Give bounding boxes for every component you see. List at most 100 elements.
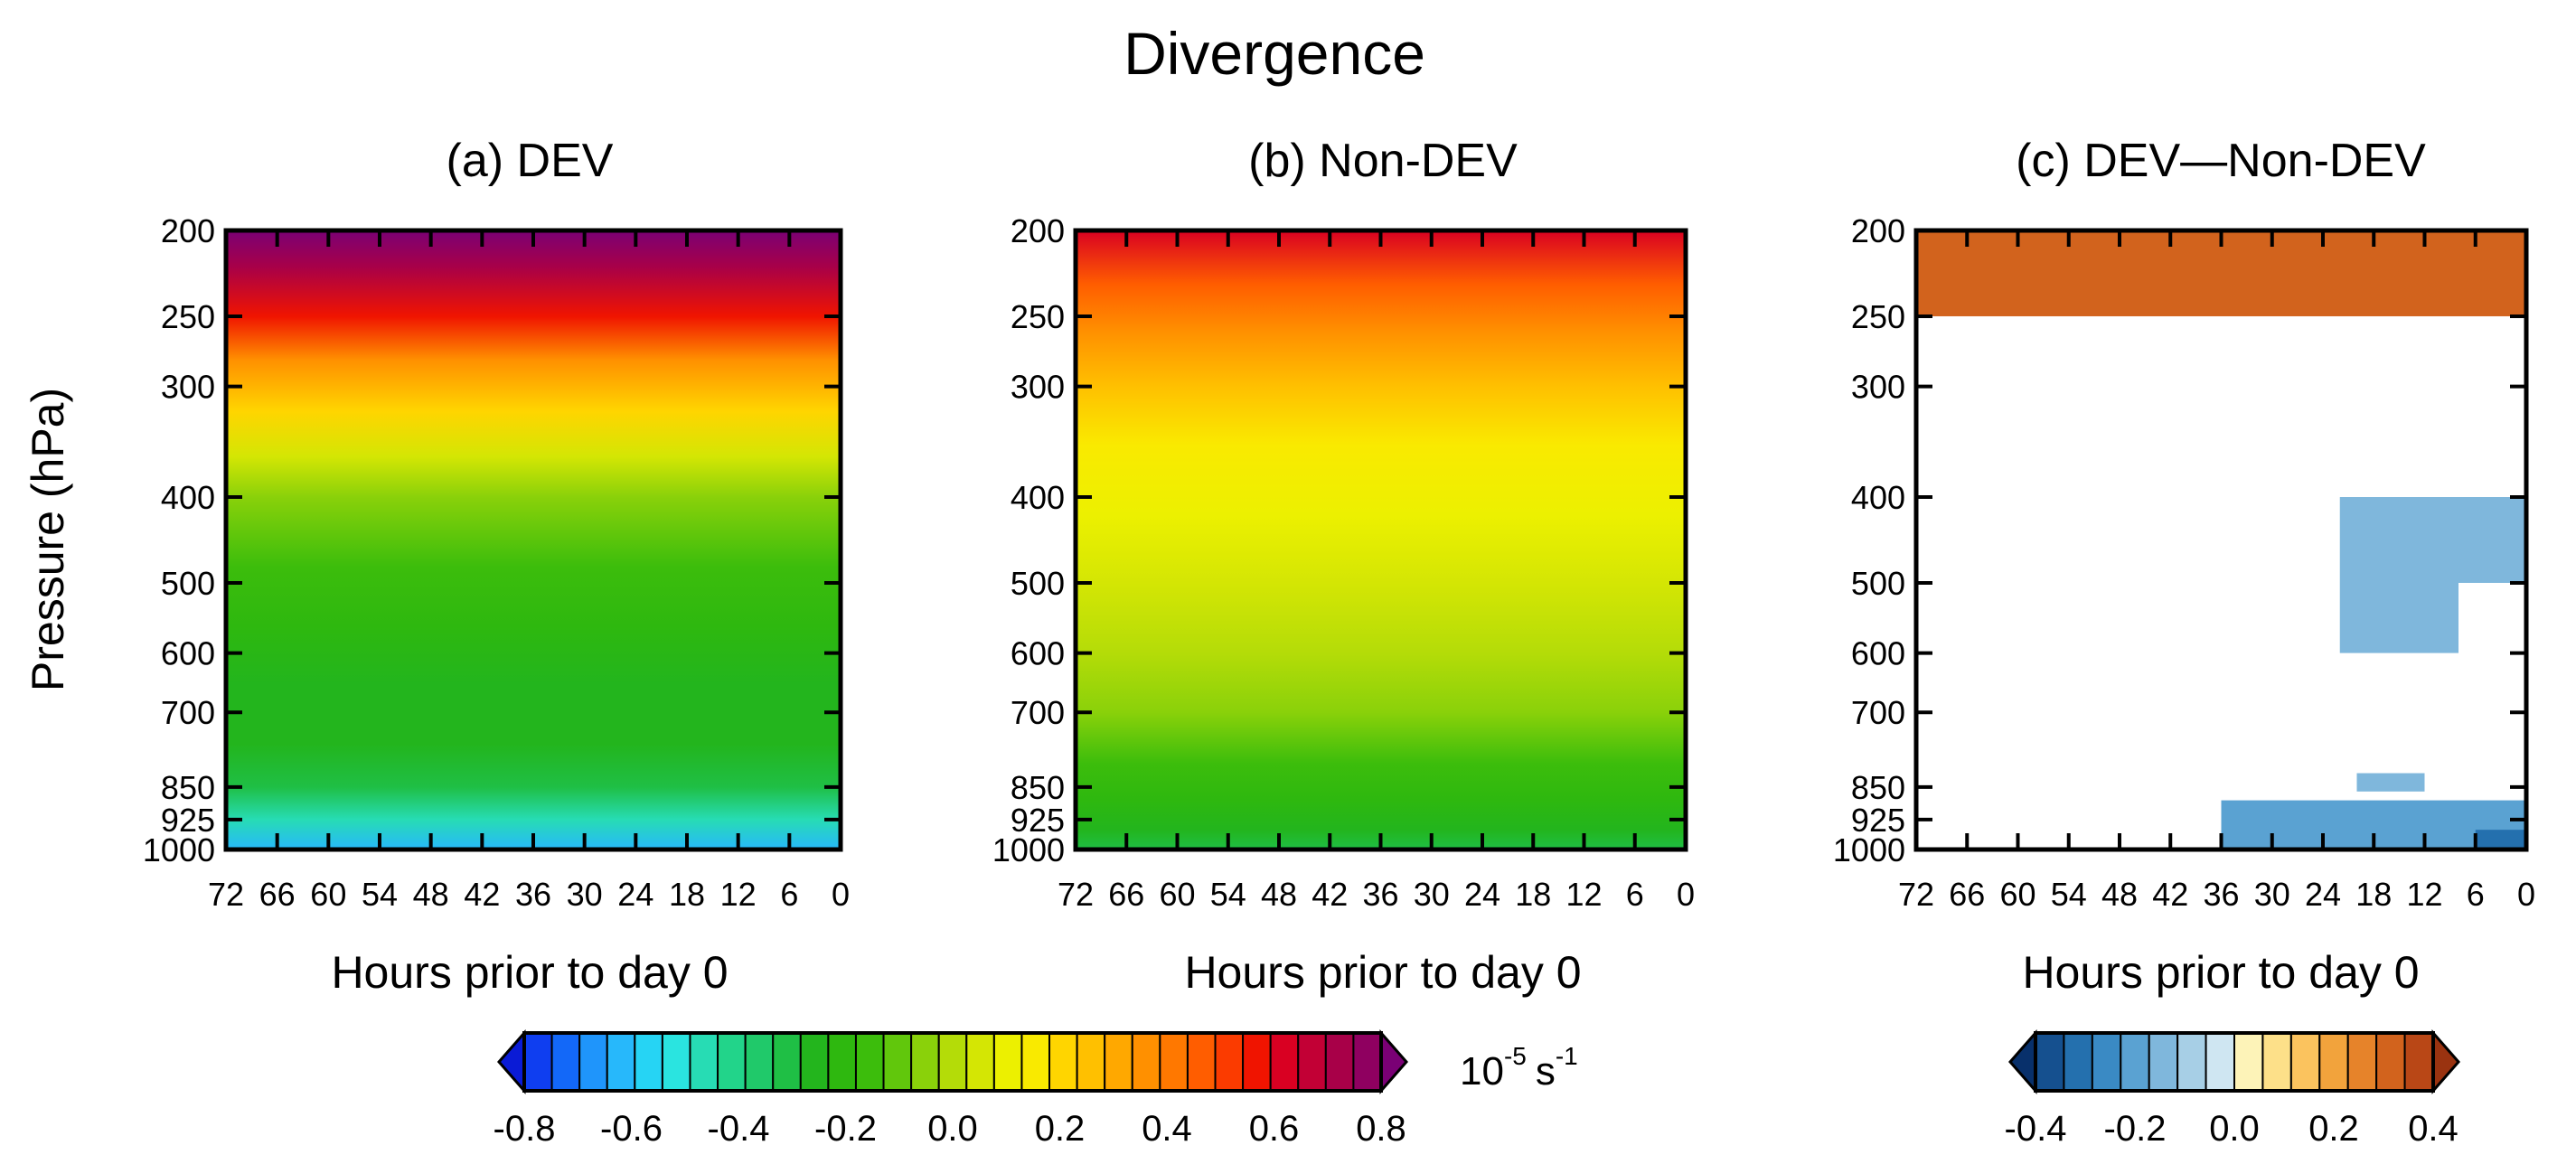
x-tick-label: 30 bbox=[567, 876, 603, 913]
figure-title: Divergence bbox=[1123, 20, 1425, 87]
region-low-negative-a bbox=[2356, 773, 2425, 792]
colorbar-swatch bbox=[634, 1032, 663, 1092]
colorbar-high-extension bbox=[2431, 1029, 2460, 1094]
y-tick-label: 500 bbox=[161, 565, 215, 602]
colorbar-swatch bbox=[2318, 1032, 2349, 1092]
x-tick-label: 54 bbox=[362, 876, 398, 913]
colorbar-frame bbox=[2034, 1031, 2435, 1093]
y-tick-label: 250 bbox=[161, 298, 215, 335]
x-tick-label: 48 bbox=[413, 876, 449, 913]
x-tick-label: 48 bbox=[1261, 876, 1297, 913]
colorbar-swatch bbox=[2205, 1032, 2236, 1092]
x-tick-label: 30 bbox=[1414, 876, 1450, 913]
panel-b-x-axis-label: Hours prior to day 0 bbox=[1184, 947, 1581, 998]
y-tick-label: 850 bbox=[1011, 769, 1065, 806]
panel-a-x-axis-label: Hours prior to day 0 bbox=[331, 947, 728, 998]
x-tick-label: 42 bbox=[2152, 876, 2188, 913]
colorbar-swatch bbox=[2261, 1032, 2292, 1092]
units-base: 10 bbox=[1460, 1049, 1504, 1094]
colorbar-swatch bbox=[1214, 1032, 1245, 1092]
x-tick-label: 24 bbox=[1464, 876, 1500, 913]
panel-a-title: (a) DEV bbox=[447, 135, 614, 187]
y-tick-label: 600 bbox=[1851, 635, 1905, 672]
y-tick-label: 925 bbox=[1851, 802, 1905, 839]
colorbar-swatch bbox=[799, 1032, 830, 1092]
y-tick-label: 925 bbox=[161, 802, 215, 839]
y-tick-label: 1000 bbox=[1833, 831, 1905, 868]
x-tick-label: 60 bbox=[310, 876, 346, 913]
colorbar-tick-label: -0.8 bbox=[494, 1109, 556, 1149]
colorbar-tick-label: -0.2 bbox=[2104, 1109, 2167, 1149]
difference-colorbar: -0.4 -0.2 0.0 0.2 0.4 bbox=[2005, 1029, 2460, 1149]
colorbar-swatch bbox=[992, 1032, 1023, 1092]
colorbar-swatch bbox=[661, 1032, 691, 1092]
x-tick-label: 66 bbox=[1949, 876, 1985, 913]
x-tick-label: 18 bbox=[1515, 876, 1551, 913]
y-tick-label: 700 bbox=[161, 694, 215, 731]
y-tick-label: 500 bbox=[1011, 565, 1065, 602]
panel-b-title: (b) Non-DEV bbox=[1248, 135, 1518, 187]
units-exponent-2: -1 bbox=[1556, 1042, 1578, 1070]
y-tick-label: 250 bbox=[1851, 298, 1905, 335]
y-tick-label: 400 bbox=[161, 479, 215, 516]
colorbar-swatch bbox=[910, 1032, 940, 1092]
x-tick-label: 30 bbox=[2254, 876, 2290, 913]
colorbar-swatch bbox=[882, 1032, 913, 1092]
colorbar-swatch bbox=[1131, 1032, 1161, 1092]
y-tick-label: 925 bbox=[1011, 802, 1065, 839]
x-tick-label: 18 bbox=[2355, 876, 2392, 913]
y-tick-label: 400 bbox=[1851, 479, 1905, 516]
colorbar-high-extension bbox=[1379, 1029, 1408, 1094]
colorbar-swatch bbox=[2091, 1032, 2122, 1092]
panel-c-x-axis-label: Hours prior to day 0 bbox=[2022, 947, 2419, 998]
colorbar-swatch bbox=[854, 1032, 885, 1092]
colorbar-swatch bbox=[2148, 1032, 2179, 1092]
colorbar-tick-label: -0.4 bbox=[708, 1109, 770, 1149]
x-tick-label: 6 bbox=[780, 876, 798, 913]
colorbar-swatch bbox=[1159, 1032, 1189, 1092]
x-tick-label: 60 bbox=[1159, 876, 1195, 913]
y-tick-label: 850 bbox=[161, 769, 215, 806]
x-tick-label: 36 bbox=[515, 876, 551, 913]
y-axis-label: Pressure (hPa) bbox=[23, 388, 73, 691]
x-tick-label: 48 bbox=[2101, 876, 2138, 913]
x-tick-label: 0 bbox=[1677, 876, 1695, 913]
colorbar-swatch bbox=[937, 1032, 968, 1092]
main-colorbar: -0.8 -0.6 -0.4 -0.2 0.0 0.2 0.4 0.6 0.8 bbox=[494, 1029, 1408, 1149]
y-tick-label: 850 bbox=[1851, 769, 1905, 806]
colorbar-tick-label: 0.4 bbox=[1142, 1109, 1192, 1149]
colorbar-swatch bbox=[1048, 1032, 1078, 1092]
y-tick-label: 300 bbox=[1011, 369, 1065, 406]
colorbar-tick-label: 0.6 bbox=[1249, 1109, 1300, 1149]
colorbar-tick-label: 0.8 bbox=[1356, 1109, 1406, 1149]
x-tick-label: 36 bbox=[2203, 876, 2239, 913]
y-tick-label: 1000 bbox=[992, 831, 1065, 868]
colorbar-swatch bbox=[2375, 1032, 2406, 1092]
panel-c-title: (c) DEV—Non-DEV bbox=[2016, 135, 2426, 187]
colorbar-tick-label: -0.6 bbox=[600, 1109, 663, 1149]
colorbar-tick-label: -0.2 bbox=[814, 1109, 877, 1149]
x-tick-label: 72 bbox=[208, 876, 244, 913]
colorbar-swatch bbox=[2346, 1032, 2378, 1092]
colorbar-low-extension bbox=[497, 1029, 526, 1094]
units-label: 10-5 s-1 bbox=[1460, 1042, 1578, 1094]
x-tick-label: 12 bbox=[720, 876, 757, 913]
colorbar-frame bbox=[522, 1031, 1383, 1093]
colorbar-tick-label: 0.2 bbox=[1035, 1109, 1086, 1149]
colorbar-swatch bbox=[689, 1032, 719, 1092]
colorbar-tick-label: 0.0 bbox=[2209, 1109, 2260, 1149]
colorbar-swatch bbox=[578, 1032, 608, 1092]
region-low-negative-c bbox=[2475, 830, 2526, 850]
x-tick-label: 18 bbox=[669, 876, 705, 913]
panel-b-shading bbox=[1076, 230, 1686, 850]
colorbar-swatch bbox=[2120, 1032, 2150, 1092]
colorbar-swatch bbox=[1297, 1032, 1327, 1092]
x-tick-label: 72 bbox=[1058, 876, 1094, 913]
x-tick-label: 24 bbox=[2305, 876, 2341, 913]
x-tick-label: 42 bbox=[464, 876, 500, 913]
colorbar-swatch bbox=[2176, 1032, 2207, 1092]
